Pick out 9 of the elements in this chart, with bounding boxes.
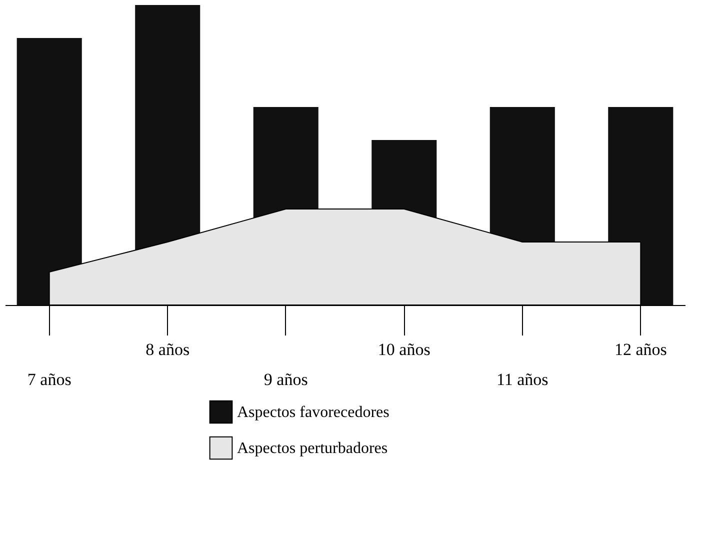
x-tick-label: 12 años	[614, 340, 667, 359]
x-tick-label: 7 años	[27, 370, 72, 389]
x-tick-label: 8 años	[146, 340, 190, 359]
legend-label: Aspectos perturbadores	[237, 440, 388, 457]
x-tick-label: 10 años	[378, 340, 430, 359]
x-tick-label: 11 años	[496, 370, 548, 389]
x-tick-label: 9 años	[264, 370, 308, 389]
legend-label: Aspectos favorecedores	[237, 404, 390, 421]
bar	[16, 38, 82, 305]
